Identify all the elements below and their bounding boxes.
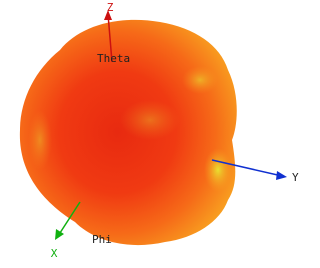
surface-highlight	[120, 100, 180, 140]
x-arrow	[55, 229, 64, 240]
theta-label: Theta	[97, 52, 130, 65]
y-arrow	[276, 171, 287, 180]
radiation-pattern-view: Z Theta Y X Phi	[0, 0, 308, 268]
surface-highlight	[28, 110, 52, 170]
surface-highlight	[204, 148, 232, 192]
page: Z Theta Y X Phi (() => { const data = JS…	[0, 0, 320, 268]
z-label: Z	[107, 1, 114, 14]
phi-label: Phi	[92, 233, 112, 246]
x-label: X	[51, 247, 58, 260]
y-label: Y	[292, 171, 299, 184]
surface-highlight	[182, 66, 218, 94]
